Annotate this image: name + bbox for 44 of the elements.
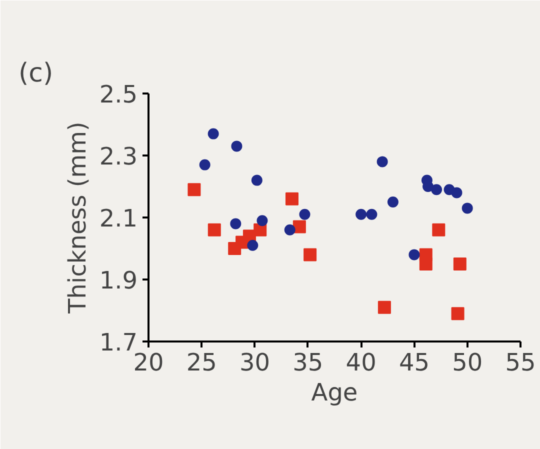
point <box>254 223 267 236</box>
x-tick-label: 25 <box>186 348 217 376</box>
point <box>408 249 420 260</box>
x-axis-title: Age <box>311 378 358 406</box>
x-tick-label: 50 <box>452 348 483 376</box>
point <box>419 258 432 270</box>
point <box>208 128 219 140</box>
x-tick-label: 45 <box>398 348 430 376</box>
point <box>387 196 398 208</box>
point <box>356 208 367 220</box>
point <box>378 300 391 314</box>
point <box>431 184 442 196</box>
x-tick-label: 55 <box>505 348 536 376</box>
point <box>284 224 296 236</box>
point <box>247 240 258 251</box>
point <box>188 183 201 196</box>
y-tick-label: 1.9 <box>99 266 138 294</box>
point <box>451 307 464 320</box>
chart-title: (c) <box>18 58 54 88</box>
point <box>251 174 262 186</box>
point <box>451 187 462 198</box>
point <box>256 215 268 226</box>
point <box>366 208 378 220</box>
point <box>422 181 434 192</box>
point <box>199 159 210 170</box>
y-axis-title: Thickness (mm) <box>63 122 92 314</box>
y-tick-label: 2.1 <box>99 204 138 232</box>
point <box>299 208 310 220</box>
point <box>304 248 317 262</box>
y-tick-label: 2.5 <box>99 80 138 108</box>
point <box>285 192 298 206</box>
point <box>230 218 242 230</box>
point <box>231 140 242 152</box>
point <box>292 220 306 234</box>
point <box>453 258 466 270</box>
point <box>432 223 446 236</box>
point <box>208 223 221 236</box>
point <box>462 202 473 214</box>
x-tick-label: 40 <box>346 348 376 376</box>
y-tick-label: 2.3 <box>99 142 138 170</box>
x-tick-label: 35 <box>292 348 324 376</box>
x-tick-label: 20 <box>133 348 164 376</box>
point <box>376 156 388 168</box>
x-tick-label: 30 <box>240 348 270 376</box>
